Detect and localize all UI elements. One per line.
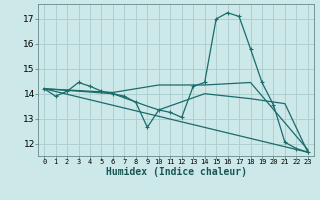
- X-axis label: Humidex (Indice chaleur): Humidex (Indice chaleur): [106, 167, 246, 177]
